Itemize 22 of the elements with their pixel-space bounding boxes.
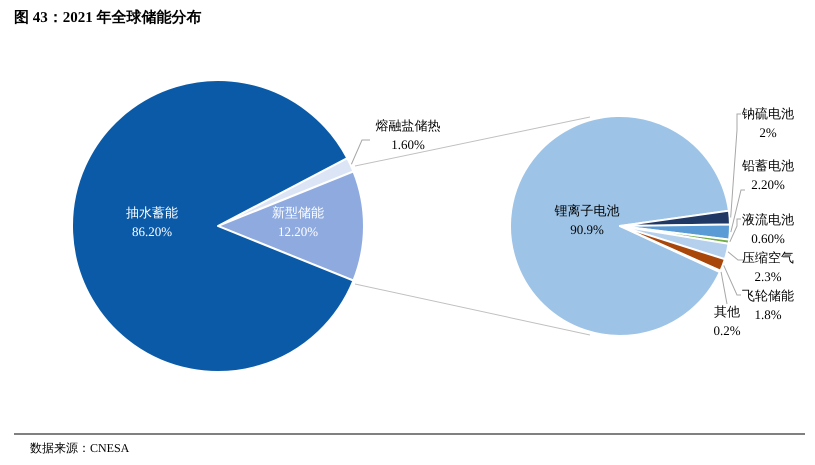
data-label: 86.20% [132,224,172,239]
slice-label: 熔融盐储热 [376,118,440,133]
data-label: 2.20% [751,177,785,192]
slice-label: 其他 [714,304,740,319]
slice-label: 锂离子电池 [554,203,620,218]
slice-label: 新型储能 [272,205,324,220]
data-label: 1.8% [754,307,782,322]
slice-label: 飞轮储能 [742,288,794,303]
chart-title: 图 43：2021 年全球储能分布 [14,9,202,26]
data-label: 12.20% [278,224,318,239]
slice-label: 抽水蓄能 [126,205,178,220]
data-label: 0.2% [713,323,741,338]
slice-label: 液流电池 [742,212,794,227]
data-label: 0.60% [751,231,785,246]
data-label: 1.60% [391,137,425,152]
data-label: 90.9% [570,222,604,237]
data-label: 2.3% [754,269,782,284]
slice-label: 钠硫电池 [741,106,794,121]
slice-label: 压缩空气 [742,250,794,265]
slice-label: 铅蓄电池 [741,158,794,173]
data-label: 2% [759,125,777,140]
source-note: 数据来源：CNESA [30,441,130,455]
